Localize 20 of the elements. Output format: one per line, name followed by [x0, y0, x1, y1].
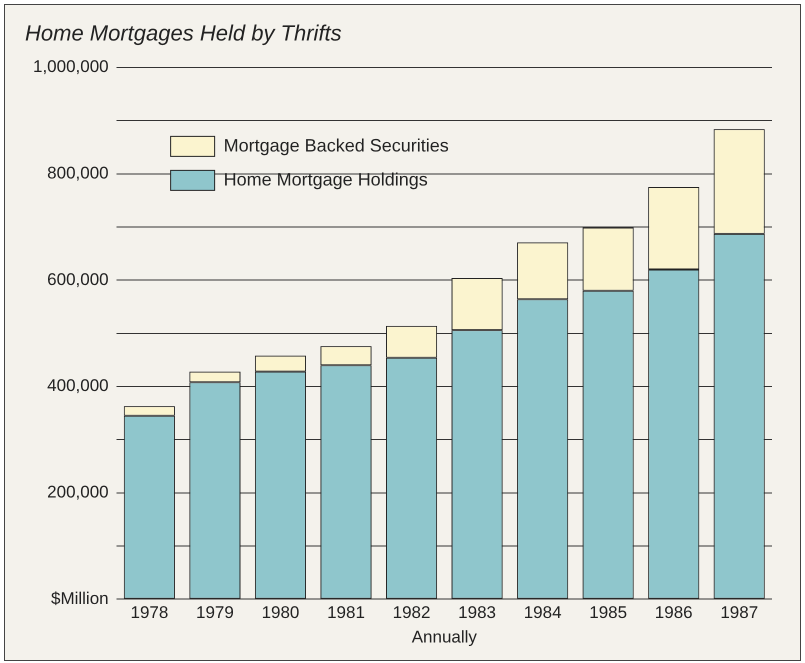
x-tick-label: 1987	[720, 603, 758, 622]
x-tick-label: 1985	[589, 603, 628, 622]
y-tick-label: 400,000	[47, 376, 109, 396]
y-tick-label: $Million	[50, 588, 109, 608]
y-tick-label: 800,000	[47, 163, 109, 182]
x-tick-label: 1986	[654, 603, 693, 622]
x-tick-label: 1981	[327, 603, 365, 622]
y-tick-label: 200,000	[47, 482, 109, 502]
x-axis-title: Annually	[412, 627, 478, 646]
x-tick-label: 1979	[196, 603, 234, 622]
y-tick-label: 1,000,000	[32, 57, 109, 76]
chart-title: Home Mortgages Held by Thrifts	[25, 20, 342, 46]
x-tick-label: 1982	[392, 603, 430, 622]
legend-label: Home Mortgage Holdings	[224, 169, 428, 190]
x-tick-label: 1983	[458, 603, 496, 622]
y-tick-label: 600,000	[47, 270, 109, 289]
legend-label: Mortgage Backed Securities	[224, 135, 449, 156]
x-tick-label: 1984	[524, 603, 562, 622]
x-tick-label: 1978	[130, 603, 168, 622]
x-tick-label: 1980	[262, 603, 300, 622]
